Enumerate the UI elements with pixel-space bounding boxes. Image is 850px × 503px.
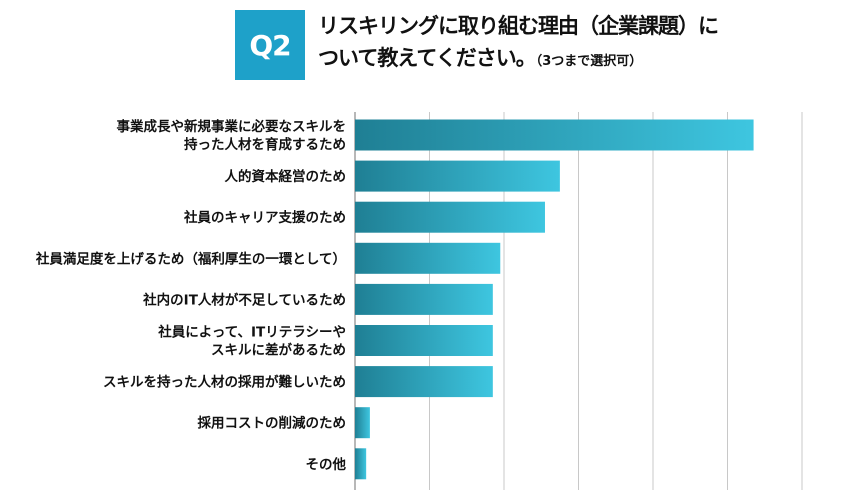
category-labels: 事業成長や新規事業に必要なスキルを持った人材を育成するため人的資本経営のため社員… xyxy=(35,118,347,473)
category-label: 社員によって、ITリテラシーや xyxy=(157,324,346,341)
category-label: 社員のキャリア支援のため xyxy=(183,209,346,226)
category-label: 採用コストの削減のため xyxy=(198,415,347,432)
category-label: スキルに差があるため xyxy=(211,342,346,359)
category-label: 人的資本経営のため xyxy=(225,168,347,185)
bar xyxy=(355,448,367,480)
bar xyxy=(355,119,754,151)
bar xyxy=(355,283,493,315)
category-label: その他 xyxy=(306,456,347,473)
title-line-2-text: ついて教えてください。 xyxy=(318,46,537,70)
bar xyxy=(355,242,501,274)
bar xyxy=(355,407,370,439)
category-label: 社員満足度を上げるため（福利厚生の一環として） xyxy=(35,250,346,267)
bar xyxy=(355,201,545,233)
category-label: スキルを持った人材の採用が難しいため xyxy=(103,374,346,391)
title-line-1: リスキリングに取り組む理由（企業課題）に xyxy=(318,14,719,38)
bar xyxy=(355,366,493,398)
category-label: 事業成長や新規事業に必要なスキルを xyxy=(117,118,347,135)
title-note: （3つまで選択可） xyxy=(535,54,643,69)
bar xyxy=(355,160,560,192)
page-title: リスキリングに取り組む理由（企業課題）に ついて教えてください。（3つまで選択可… xyxy=(318,10,838,78)
bars xyxy=(355,119,754,480)
title-line-2: ついて教えてください。（3つまで選択可） xyxy=(318,42,838,78)
question-badge: Q2 xyxy=(235,10,305,80)
bar xyxy=(355,325,493,356)
category-label: 持った人材を育成するため xyxy=(184,136,346,153)
category-label: 社内のIT人材が不足しているため xyxy=(142,291,346,308)
